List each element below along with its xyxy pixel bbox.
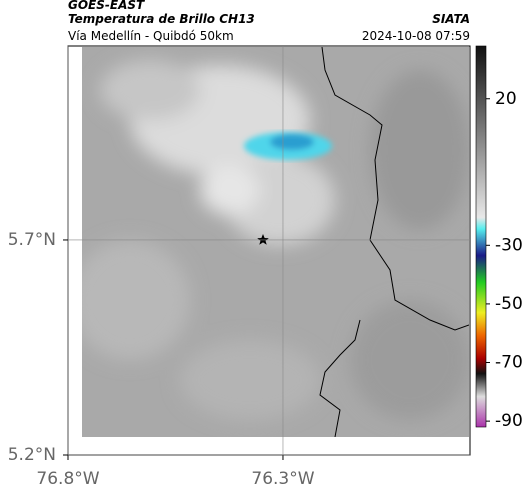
colorbar-label: -70 — [495, 353, 523, 373]
subtitle: Vía Medellín - Quibdó 50km — [68, 29, 234, 43]
y-tick-label: 5.7°N — [8, 230, 56, 250]
colorbar-label: -90 — [495, 411, 523, 431]
colorbar — [475, 45, 487, 428]
product: Temperatura de Brillo CH13 — [68, 12, 255, 26]
colorbar-label: -50 — [495, 294, 523, 314]
colorbar-label: -30 — [495, 235, 523, 255]
x-tick-label: 76.3°W — [251, 469, 314, 489]
y-tick-label: 5.2°N — [8, 445, 56, 465]
source: SIATA — [432, 12, 470, 26]
colorbar-label: 20 — [495, 89, 517, 109]
datetime: 2024-10-08 07:59 — [362, 29, 470, 43]
border — [321, 47, 469, 331]
satellite: GOES-EAST — [68, 0, 145, 12]
station-marker — [257, 234, 269, 245]
x-tick-label: 76.8°W — [36, 469, 99, 489]
border — [319, 319, 361, 437]
imagery — [82, 47, 469, 437]
